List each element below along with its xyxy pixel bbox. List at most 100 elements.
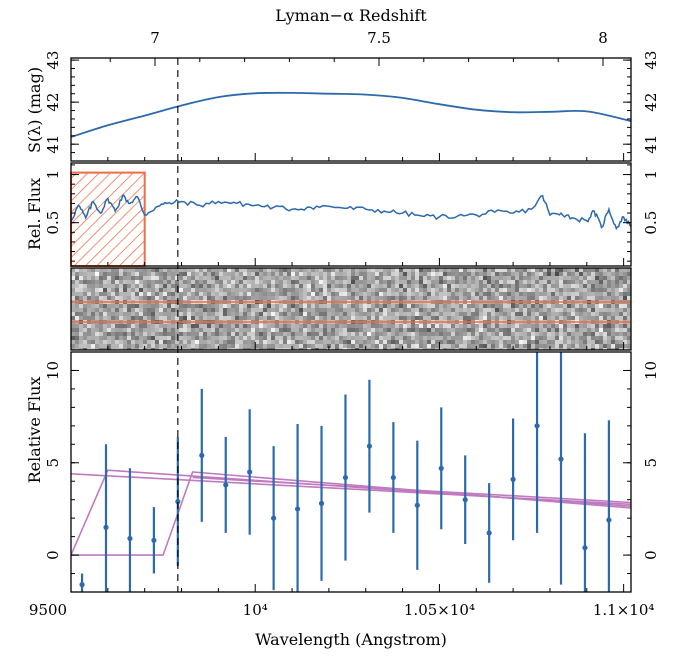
spectrum-2d-pixel [231,292,235,296]
spectrum-2d-pixel [247,336,251,340]
spectrum-2d-pixel [615,324,619,328]
spectrum-2d-pixel [619,348,623,350]
spectrum-2d-pixel [187,284,191,288]
spectrum-2d-pixel [259,268,263,272]
spectrum-2d-pixel [455,292,459,296]
spectrum-2d-pixel [111,328,115,332]
spectrum-2d-pixel [507,284,511,288]
spectrum-2d-pixel [331,344,335,348]
spectrum-2d-pixel [211,324,215,328]
spectrum-2d-pixel [335,332,339,336]
spectrum-2d-pixel [79,348,83,350]
spectrum-2d-pixel [479,288,483,292]
spectrum-2d-pixel [179,348,183,350]
spectrum-2d-pixel [451,296,455,300]
spectrum-2d-pixel [99,340,103,344]
spectrum-2d-pixel [379,348,383,350]
spectrum-2d-pixel [247,324,251,328]
spectrum-2d-pixel [575,336,579,340]
spectrum-2d-pixel [163,312,167,316]
spectrum-2d-pixel [379,296,383,300]
spectrum-2d-pixel [443,296,447,300]
spectrum-2d-pixel [139,288,143,292]
spectrum-2d-pixel [435,324,439,328]
spectrum-2d-pixel [407,296,411,300]
spectrum-2d-pixel [519,292,523,296]
spectrum-2d-pixel [247,276,251,280]
spectrum-2d-pixel [227,280,231,284]
spectrum-2d-pixel [363,344,367,348]
spectrum-2d-pixel [247,272,251,276]
spectrum-2d-pixel [187,296,191,300]
spectrum-2d-pixel [447,332,451,336]
spectrum-2d-pixel [431,328,435,332]
spectrum-2d-pixel [455,296,459,300]
spectrum-2d-pixel [287,336,291,340]
spectrum-2d-pixel [375,280,379,284]
spectrum-2d-pixel [203,292,207,296]
spectrum-2d-pixel [523,324,527,328]
spectrum-2d-pixel [331,328,335,332]
spectrum-2d-pixel [255,268,259,272]
spectrum-2d-pixel [215,304,219,308]
spectrum-2d-pixel [179,328,183,332]
spectrum-2d-pixel [395,292,399,296]
spectrum-2d-pixel [595,348,599,350]
spectrum-2d-pixel [323,308,327,312]
spectrum-2d-pixel [135,312,139,316]
spectrum-2d-pixel [395,324,399,328]
data-point [318,500,325,506]
spectrum-2d-pixel [383,280,387,284]
spectrum-2d-pixel [123,332,127,336]
spectrum-2d-pixel [543,280,547,284]
spectrum-2d-pixel [299,280,303,284]
spectrum-2d-pixel [447,324,451,328]
spectrum-2d-pixel [219,304,223,308]
spectrum-2d-pixel [299,272,303,276]
spectrum-2d-pixel [231,312,235,316]
spectrum-2d-pixel [619,272,623,276]
spectrum-2d-pixel [523,292,527,296]
spectrum-2d-pixel [355,348,359,350]
spectrum-2d-pixel [615,336,619,340]
spectrum-2d-pixel [451,340,455,344]
spectrum-2d-pixel [499,280,503,284]
data-point [582,545,588,551]
spectrum-2d-pixel [539,308,543,312]
spectrum-2d-pixel [507,272,511,276]
spectrum-2d-pixel [283,328,287,332]
spectrum-2d-pixel [523,316,527,320]
spectrum-2d-pixel [327,272,331,276]
spectrum-2d-pixel [555,328,559,332]
spectrum-2d-pixel [231,308,235,312]
spectrum-2d-pixel [343,344,347,348]
spectrum-2d-pixel [483,336,487,340]
spectrum-2d-pixel [103,324,107,328]
spectrum-2d-pixel [311,296,315,300]
spectrum-2d-pixel [395,284,399,288]
spectrum-2d-pixel [283,316,287,320]
spectrum-2d-pixel [83,328,87,332]
spectrum-2d-pixel [295,332,299,336]
spectrum-2d-pixel [435,272,439,276]
spectrum-2d-pixel [599,272,603,276]
spectrum-2d-pixel [279,328,283,332]
spectrum-2d-pixel [207,268,211,272]
spectrum-2d-pixel [627,344,631,348]
spectrum-2d-pixel [503,268,507,272]
spectrum-2d-pixel [119,308,123,312]
spectrum-2d-pixel [439,308,443,312]
spectrum-2d-pixel [507,280,511,284]
spectrum-2d-pixel [143,332,147,336]
spectrum-2d-pixel [243,288,247,292]
spectrum-2d-pixel [575,332,579,336]
spectrum-2d-pixel [207,312,211,316]
spectrum-2d-pixel [267,308,271,312]
spectrum-2d-pixel [87,308,91,312]
spectrum-2d-pixel [159,276,163,280]
spectrum-2d-pixel [439,336,443,340]
spectrum-2d-pixel [235,280,239,284]
spectrum-2d-pixel [267,276,271,280]
spectrum-2d-pixel [123,324,127,328]
spectrum-2d-pixel [243,316,247,320]
